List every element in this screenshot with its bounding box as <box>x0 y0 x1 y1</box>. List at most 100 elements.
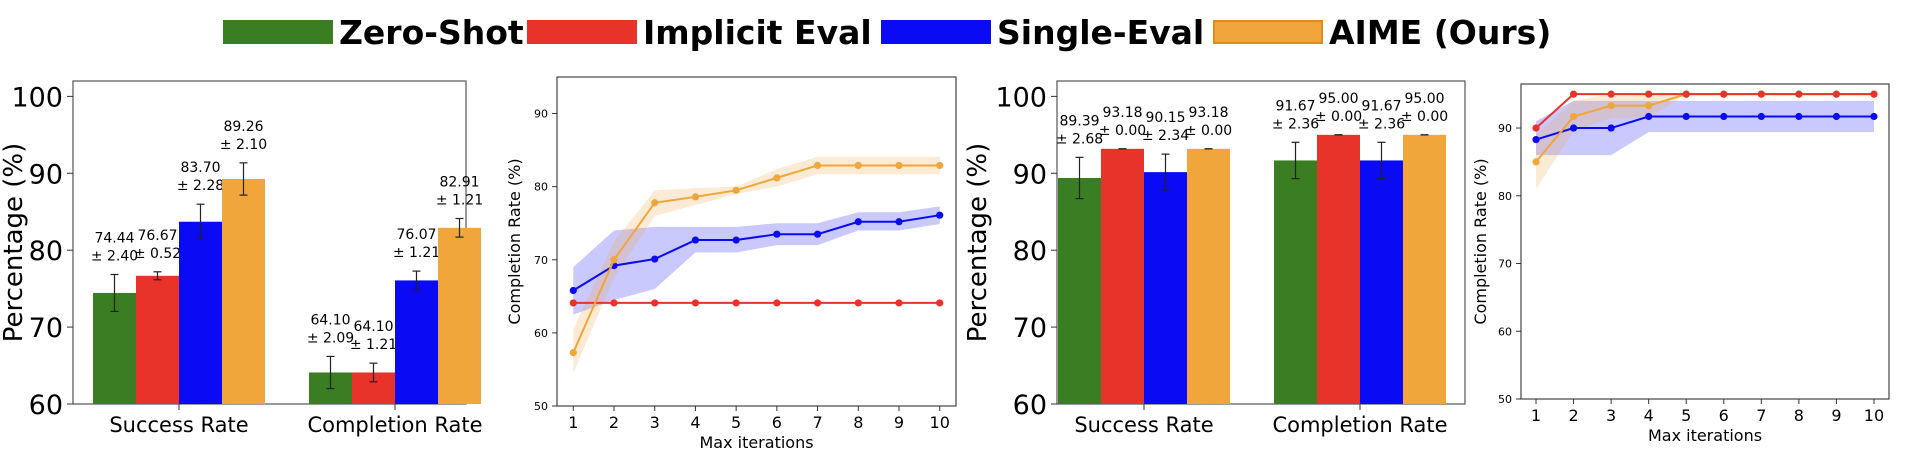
data-point-implicit-eval <box>854 299 862 307</box>
legend-label-zero-shot: Zero-Shot <box>339 12 524 52</box>
x-tick-label: 7 <box>812 413 822 432</box>
data-point-single-eval <box>854 218 862 226</box>
data-label-value: 82.91 <box>439 175 479 191</box>
legend-swatch-aime <box>1213 20 1323 44</box>
data-label-error: ± 2.10 <box>220 137 267 153</box>
confidence-band-single-eval <box>573 206 940 315</box>
y-tick-label: 50 <box>534 400 548 413</box>
x-tick-label: 9 <box>894 413 904 432</box>
bar-single-eval-completion-rate <box>395 280 438 404</box>
data-point-aime-ours <box>1569 112 1578 121</box>
data-label-value: 89.39 <box>1059 113 1099 129</box>
data-point-single-eval <box>1720 112 1728 121</box>
data-point-single-eval <box>1757 112 1765 121</box>
y-tick-label: 70 <box>1498 258 1512 271</box>
data-point-implicit-eval <box>813 299 822 307</box>
x-tick-label-completion-rate: Completion Rate <box>307 413 482 437</box>
data-label-error: ± 0.00 <box>1185 123 1232 139</box>
data-label-error: ± 0.00 <box>1099 123 1146 139</box>
data-label-value: 64.10 <box>353 319 393 335</box>
y-axis-label: Completion Rate (%) <box>505 158 524 324</box>
data-label-value: 83.70 <box>180 160 220 176</box>
legend-swatch-implicit-eval <box>527 20 637 44</box>
x-tick-label: 1 <box>1531 406 1541 425</box>
data-point-aime-ours <box>936 161 944 170</box>
data-label-value: 89.26 <box>223 119 263 135</box>
data-point-aime-ours <box>569 349 577 357</box>
bar-zero-shot-completion-rate <box>1274 160 1317 404</box>
plot-frame <box>556 76 957 407</box>
data-point-implicit-eval <box>610 299 618 307</box>
data-point-implicit-eval <box>1645 90 1653 98</box>
data-point-single-eval <box>773 230 781 238</box>
data-point-single-eval <box>813 230 822 238</box>
data-label-error: ± 1.21 <box>350 337 397 353</box>
x-tick-label: 5 <box>731 413 741 432</box>
data-point-single-eval <box>1832 112 1841 121</box>
data-point-single-eval <box>691 236 700 244</box>
data-label-value: 76.07 <box>396 227 436 243</box>
data-point-single-eval <box>1682 112 1690 121</box>
data-point-aime-ours <box>1532 158 1540 166</box>
y-axis-label: Percentage (%) <box>0 143 29 343</box>
data-label-error: ± 2.09 <box>307 330 354 346</box>
bar-implicit-eval-success-rate <box>136 275 179 404</box>
data-label-error: ± 2.36 <box>1358 116 1405 132</box>
data-point-single-eval <box>732 236 740 244</box>
legend-swatch-single-eval <box>881 20 991 44</box>
y-tick-label: 70 <box>534 254 548 267</box>
plot-frame <box>1520 83 1890 400</box>
legend-item-zero-shot: Zero-Shot <box>223 12 524 52</box>
series-line-implicit-eval <box>1535 93 1874 129</box>
data-label-error: ± 0.00 <box>1315 109 1362 125</box>
data-point-implicit-eval <box>936 299 944 307</box>
data-label-error: ± 2.34 <box>1142 128 1189 144</box>
bar-aime-ours-success-rate <box>222 178 265 404</box>
x-tick-label: 8 <box>853 413 863 432</box>
data-label-error: ± 2.40 <box>91 248 138 264</box>
y-tick-label: 60 <box>1013 390 1047 421</box>
x-axis-label: Max iterations <box>699 433 813 452</box>
legend-label-implicit-eval: Implicit Eval <box>643 12 872 52</box>
data-label-value: 93.18 <box>1102 105 1142 121</box>
data-point-single-eval <box>1532 135 1540 144</box>
data-label-error: ± 2.68 <box>1056 131 1103 147</box>
data-point-single-eval <box>1870 112 1878 121</box>
data-label-value: 91.67 <box>1361 98 1401 114</box>
data-label-value: 95.00 <box>1318 91 1358 107</box>
data-point-aime-ours <box>895 161 903 170</box>
data-point-aime-ours <box>732 186 740 194</box>
data-label-error: ± 0.00 <box>1401 109 1448 125</box>
x-tick-label: 1 <box>568 413 578 432</box>
x-tick-label: 2 <box>1568 406 1578 425</box>
y-tick-label: 80 <box>29 236 63 267</box>
x-tick-label: 6 <box>772 413 782 432</box>
y-tick-label: 60 <box>534 327 548 340</box>
data-point-aime-ours <box>1607 102 1615 110</box>
y-tick-label: 70 <box>29 313 63 344</box>
y-tick-label: 90 <box>1498 122 1512 135</box>
data-point-aime-ours <box>610 256 618 264</box>
data-label-value: 93.18 <box>1188 105 1228 121</box>
data-point-implicit-eval <box>732 299 740 307</box>
bar-chart-left: 60 70 80 90 100 Percentage (%) Success Rate 74.… <box>0 80 483 437</box>
data-label-value: 64.10 <box>310 312 350 328</box>
data-point-aime-ours <box>1645 102 1653 110</box>
y-tick-label: 50 <box>1498 393 1512 406</box>
data-point-implicit-eval <box>1795 90 1803 98</box>
y-tick-label: 90 <box>1013 159 1047 190</box>
data-point-implicit-eval <box>1569 90 1578 98</box>
x-tick-label: 10 <box>930 413 950 432</box>
x-tick-label: 2 <box>609 413 619 432</box>
x-tick-label: 5 <box>1681 406 1691 425</box>
data-point-implicit-eval <box>1720 90 1728 98</box>
legend-label-aime: AIME (Ours) <box>1329 12 1552 52</box>
data-point-implicit-eval <box>1832 90 1841 98</box>
data-point-aime-ours <box>773 174 781 182</box>
y-axis-label: Percentage (%) <box>963 143 993 343</box>
confidence-band-aime-ours <box>573 156 940 374</box>
data-point-implicit-eval <box>1870 90 1878 98</box>
legend-item-single-eval: Single-Eval <box>881 12 1204 52</box>
plot-frame <box>1056 80 1466 405</box>
